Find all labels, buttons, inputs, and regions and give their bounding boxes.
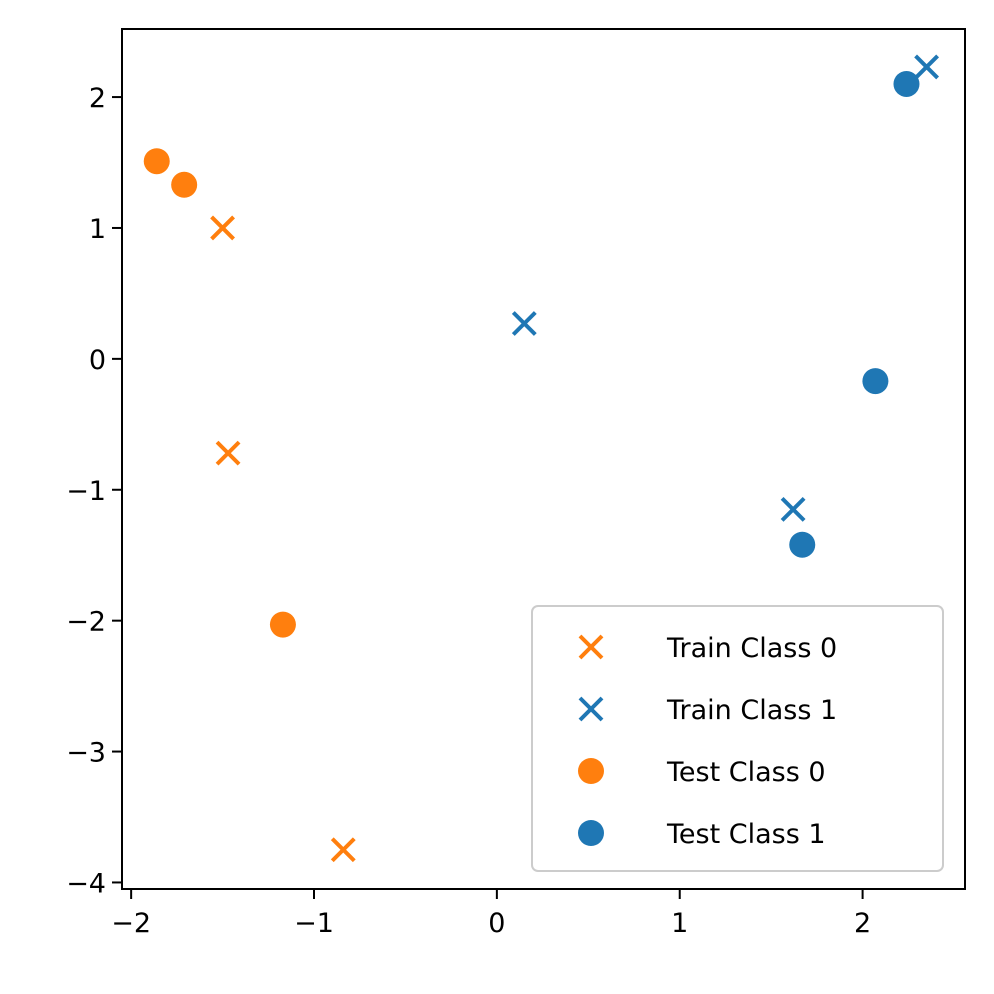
y-tick-label: 1	[89, 214, 106, 245]
y-axis: 2 1 0 −1 −2 −3 −4	[66, 83, 122, 899]
data-point	[269, 611, 296, 638]
series-0	[210, 215, 356, 863]
y-tick-label: −4	[66, 868, 106, 899]
legend-marker-stroke-b	[578, 634, 604, 660]
legend-item: Train Class 1	[578, 695, 837, 726]
data-point-stroke-b	[780, 496, 806, 522]
series-1	[511, 54, 940, 522]
legend-label: Test Class 0	[666, 757, 826, 788]
legend-box	[531, 605, 944, 872]
data-point	[862, 368, 889, 395]
x-tick-label: 1	[671, 908, 688, 939]
data-point	[143, 148, 170, 175]
legend-label: Train Class 1	[666, 695, 837, 726]
legend-label: Train Class 0	[666, 633, 837, 664]
data-point-stroke-b	[215, 440, 241, 466]
data-point	[330, 837, 356, 863]
legend-marker	[578, 820, 604, 846]
y-tick-label: 0	[89, 345, 106, 376]
x-tick-label: −2	[111, 908, 151, 939]
y-tick-label: −1	[66, 476, 106, 507]
legend-marker-stroke-b	[578, 696, 604, 722]
x-axis: −2 −1 0 1 2	[111, 889, 871, 939]
data-point	[914, 54, 940, 80]
data-point-stroke-b	[330, 837, 356, 863]
data-point	[893, 70, 920, 97]
y-tick-label: −3	[66, 738, 106, 769]
legend-label: Test Class 1	[666, 819, 826, 850]
data-point	[780, 496, 806, 522]
series-3	[789, 70, 920, 558]
data-point	[511, 311, 537, 336]
legend-item: Test Class 0	[578, 757, 826, 788]
x-tick-label: −1	[294, 908, 334, 939]
legend-marker	[578, 696, 604, 722]
data-point	[210, 215, 235, 241]
x-tick-label: 2	[854, 908, 871, 939]
legend-item: Test Class 1	[578, 819, 826, 850]
data-point	[171, 171, 198, 198]
data-point	[789, 531, 816, 558]
data-point	[215, 440, 241, 466]
legend-marker	[578, 634, 604, 660]
plot-marks	[143, 54, 940, 863]
plot-frame	[121, 28, 966, 890]
data-point-stroke-b	[511, 311, 537, 336]
legend-item: Train Class 0	[578, 633, 837, 664]
legend: Train Class 0 Train Class 1 Test Class 0 Te…	[531, 605, 944, 872]
y-tick-label: 2	[89, 83, 106, 114]
y-tick-label: −2	[66, 607, 106, 638]
data-point-stroke-b	[210, 215, 235, 241]
data-point-stroke-b	[914, 54, 940, 80]
x-tick-label: 0	[488, 908, 505, 939]
series-2	[143, 148, 296, 638]
legend-marker	[578, 758, 604, 784]
